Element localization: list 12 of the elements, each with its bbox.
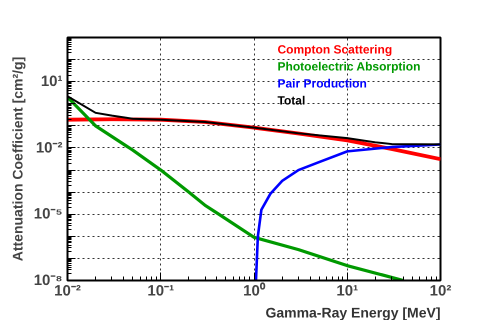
x-tick-label: 10¹ — [336, 282, 358, 300]
y-tick-label: 10¹ — [40, 73, 63, 90]
series-label: Total — [278, 94, 306, 108]
x-tick-label: 10⁻¹ — [147, 282, 174, 300]
text: Pair Production — [278, 76, 367, 90]
text: Compton Scattering — [278, 42, 392, 56]
y-axis-title: Attenuation Coefficient [cm²/g] — [10, 56, 26, 262]
y-tick-label: 10⁻² — [36, 139, 63, 156]
x-tick-label: 10² — [430, 282, 452, 300]
x-tick-label: 10⁰ — [243, 282, 266, 300]
text: Photoelectric Absorption — [278, 60, 420, 74]
y-tick-label: 10⁻⁵ — [34, 206, 63, 223]
